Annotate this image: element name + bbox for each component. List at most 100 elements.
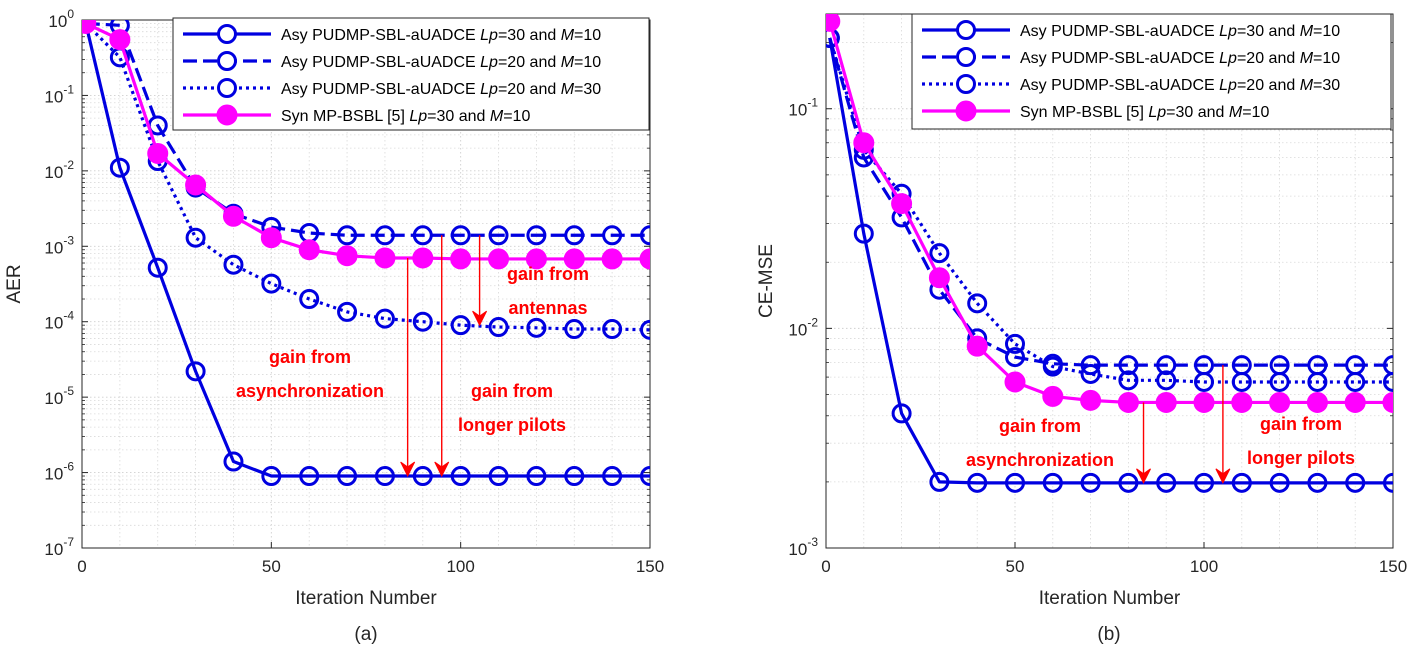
y-tick-base: 10 (44, 87, 63, 106)
legend-item: Syn MP-BSBL [5] Lp=30 and M=10 (922, 100, 1269, 122)
data-point (374, 247, 396, 269)
data-point (1155, 391, 1177, 413)
data-point (374, 466, 395, 487)
legend-label: Asy PUDMP-SBL-aUADCE Lp=30 and M=10 (1020, 23, 1340, 40)
data-point (109, 157, 130, 178)
legend-label-part: M (1300, 77, 1314, 94)
legend-label-part: M (1300, 50, 1314, 67)
data-point (640, 225, 650, 246)
data-point (1005, 347, 1025, 368)
x-tick-label: 100 (446, 557, 474, 576)
data-point (563, 248, 585, 270)
data-point (826, 14, 841, 32)
series-line-3 (828, 37, 1393, 384)
y-tick-exponent: -4 (63, 309, 74, 323)
legend-label-part: M (561, 27, 575, 44)
x-tick-label: 100 (1190, 557, 1218, 576)
y-tick-base: 10 (44, 540, 63, 559)
y-axis-label: AER (4, 264, 25, 303)
series-line-2 (828, 37, 1393, 367)
legend-label: Asy PUDMP-SBL-aUADCE Lp=30 and M=10 (281, 27, 601, 44)
data-point (488, 225, 509, 246)
data-point (602, 319, 623, 340)
legend-marker (217, 78, 237, 98)
legend-item: Asy PUDMP-SBL-aUADCE Lp=20 and M=30 (183, 78, 601, 98)
data-point (929, 243, 950, 264)
legend-label-part: Lp (480, 27, 498, 44)
legend-box (172, 17, 650, 131)
data-point (891, 193, 913, 215)
data-point (966, 335, 988, 357)
legend-label-part: = (574, 54, 583, 71)
legend-label-part: and (1264, 77, 1300, 94)
y-tick-exponent: -1 (807, 96, 818, 110)
data-point (488, 248, 510, 270)
legend-marker (217, 51, 237, 71)
data-point (1118, 472, 1139, 493)
legend-label-part: Lp (480, 54, 498, 71)
y-tick-exponent: -5 (63, 384, 74, 398)
data-point (488, 466, 509, 487)
legend-label-part: 10 (1322, 23, 1340, 40)
data-point (450, 315, 471, 336)
data-point (640, 466, 650, 487)
x-tick-label: 50 (1006, 557, 1025, 576)
data-point (261, 466, 282, 487)
legend-label-part: = (498, 81, 507, 98)
data-point (601, 248, 623, 270)
legend-label-part: = (574, 81, 583, 98)
gain-annotation-text: asynchronization (236, 381, 384, 401)
data-point (1231, 472, 1252, 493)
legend-item: Asy PUDMP-SBL-aUADCE Lp=20 and M=30 (922, 74, 1340, 94)
data-point (1194, 472, 1214, 493)
data-point (260, 227, 282, 249)
data-point (1194, 355, 1214, 376)
gain-annotation-text: asynchronization (966, 450, 1114, 470)
legend-label-part: Lp (409, 108, 427, 125)
data-point (412, 225, 433, 246)
data-point (488, 317, 509, 338)
x-tick-label: 0 (821, 557, 830, 576)
data-point (1080, 389, 1102, 411)
data-point (223, 254, 244, 275)
data-point (1194, 371, 1214, 392)
gain-arrows (400, 235, 488, 478)
y-tick-exponent: -2 (63, 158, 74, 172)
y-tick-exponent: -2 (807, 315, 818, 329)
legend-item: Syn MP-BSBL [5] Lp=30 and M=10 (183, 104, 530, 126)
data-point (109, 29, 131, 51)
legend-marker (956, 20, 976, 40)
data-point (1382, 391, 1393, 413)
data-point (299, 466, 320, 487)
data-point (929, 471, 950, 492)
legend-label-part: 20 (507, 81, 525, 98)
legend-label-part: = (427, 108, 436, 125)
legend-item: Asy PUDMP-SBL-aUADCE Lp=20 and M=10 (183, 51, 601, 71)
data-point (1231, 355, 1252, 376)
gain-annotation-text: antennas (508, 298, 587, 318)
data-point (1117, 391, 1139, 413)
legend-marker (216, 104, 238, 126)
data-point (640, 319, 650, 340)
legend-label-part: Lp (1219, 23, 1237, 40)
data-point (1156, 370, 1177, 391)
legend-label-part: and (1264, 23, 1300, 40)
y-tick-label: 10-4 (44, 309, 74, 333)
legend-label-part: = (1237, 23, 1246, 40)
gain-annotation-text: longer pilots (458, 415, 566, 435)
legend-label-part: and (525, 27, 561, 44)
legend-label-part: Lp (1219, 50, 1237, 67)
data-point (967, 293, 988, 314)
y-tick-exponent: -3 (807, 535, 818, 549)
x-axis-label: Iteration Number (1039, 588, 1181, 609)
data-point (1306, 391, 1328, 413)
data-point (1269, 355, 1290, 376)
legend-label-part: = (498, 54, 507, 71)
legend-item: Asy PUDMP-SBL-aUADCE Lp=20 and M=10 (922, 47, 1340, 67)
data-point (1307, 371, 1328, 392)
y-tick-label: 10-1 (44, 82, 74, 106)
x-axis-label: Iteration Number (295, 588, 437, 609)
y-axis-label: CE-MSE (756, 244, 777, 318)
